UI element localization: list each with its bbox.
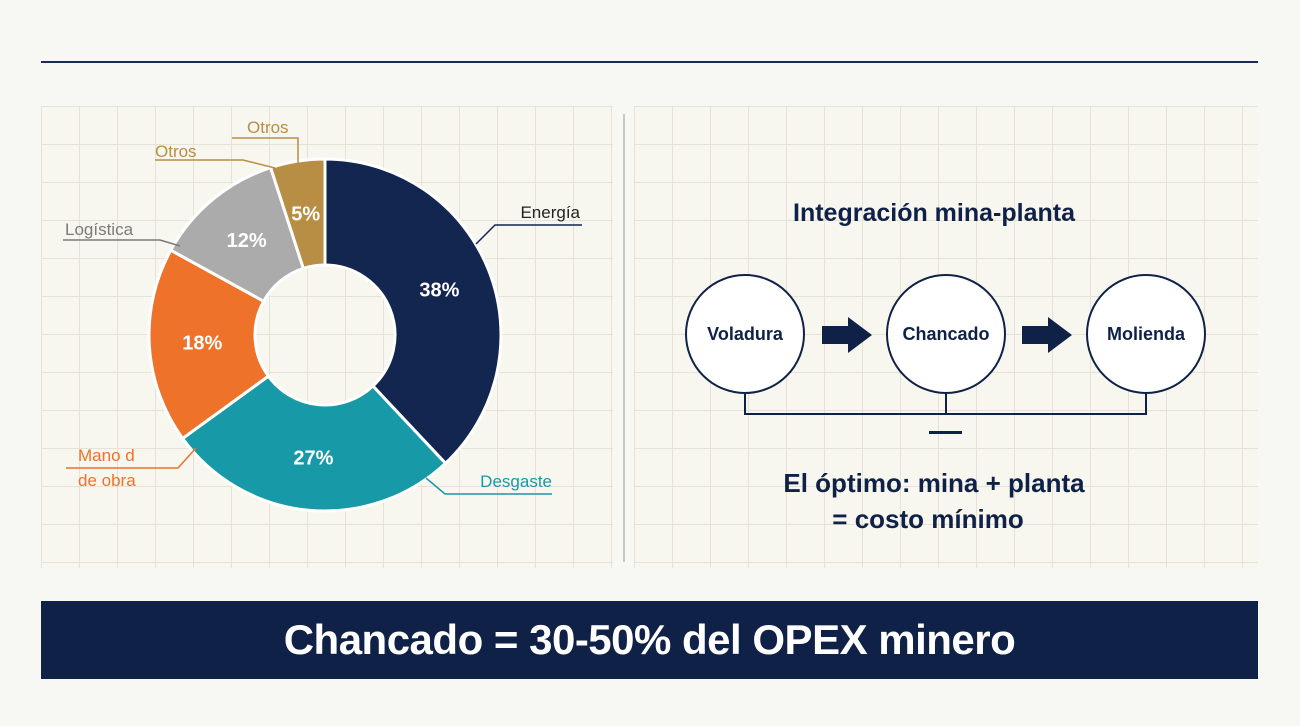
slice-3 [168,165,306,304]
callout-leader-line [155,159,276,169]
callout-label: Mano d [78,446,135,465]
slice-2 [147,248,271,441]
conclusion-line-2: = costo mínimo [832,504,1023,534]
bracket-connector [744,394,1147,415]
step-molienda-label: Molienda [1107,324,1186,344]
callout-label: Desgaste [480,472,552,491]
callout-label: Logística [65,220,134,239]
step-voladura-node [685,274,805,394]
panel-divider [623,114,625,562]
minus-sign [929,431,962,434]
callout-leader-line [232,137,299,163]
callout-label: Otros [247,118,289,137]
slice-4 [268,157,327,271]
banner-text: Chancado = 30-50% del OPEX minero [283,616,1016,663]
flow-title: Integración mina-planta [793,199,1076,227]
slice-value-label: 27% [293,447,333,469]
callout-leader-line [475,224,582,245]
callout-label: de obra [78,471,136,490]
step-molienda-node [1086,274,1206,394]
slice-value-label: 12% [227,230,267,252]
top-rule [41,61,1258,63]
slice-value-label: 5% [291,204,320,226]
callout-leader-line [66,447,197,469]
arrow-right-icon [1022,317,1072,353]
step-chancado-node [886,274,1006,394]
conclusion-line-1: El óptimo: mina + planta [783,468,1085,498]
step-voladura-label: Voladura [707,324,784,344]
arrow-right-icon [822,317,872,353]
slice-value-label: 38% [419,280,459,302]
callout-label: Energía [520,203,580,222]
summary-banner: Chancado = 30-50% del OPEX minero [41,601,1258,679]
callout-label: Otros [155,142,197,161]
slice-1 [180,374,448,513]
slice-0 [323,157,503,466]
callout-leader-line [63,239,181,247]
callout-leader-line [425,477,552,495]
step-chancado-label: Chancado [902,324,989,344]
slice-value-label: 18% [182,333,222,355]
